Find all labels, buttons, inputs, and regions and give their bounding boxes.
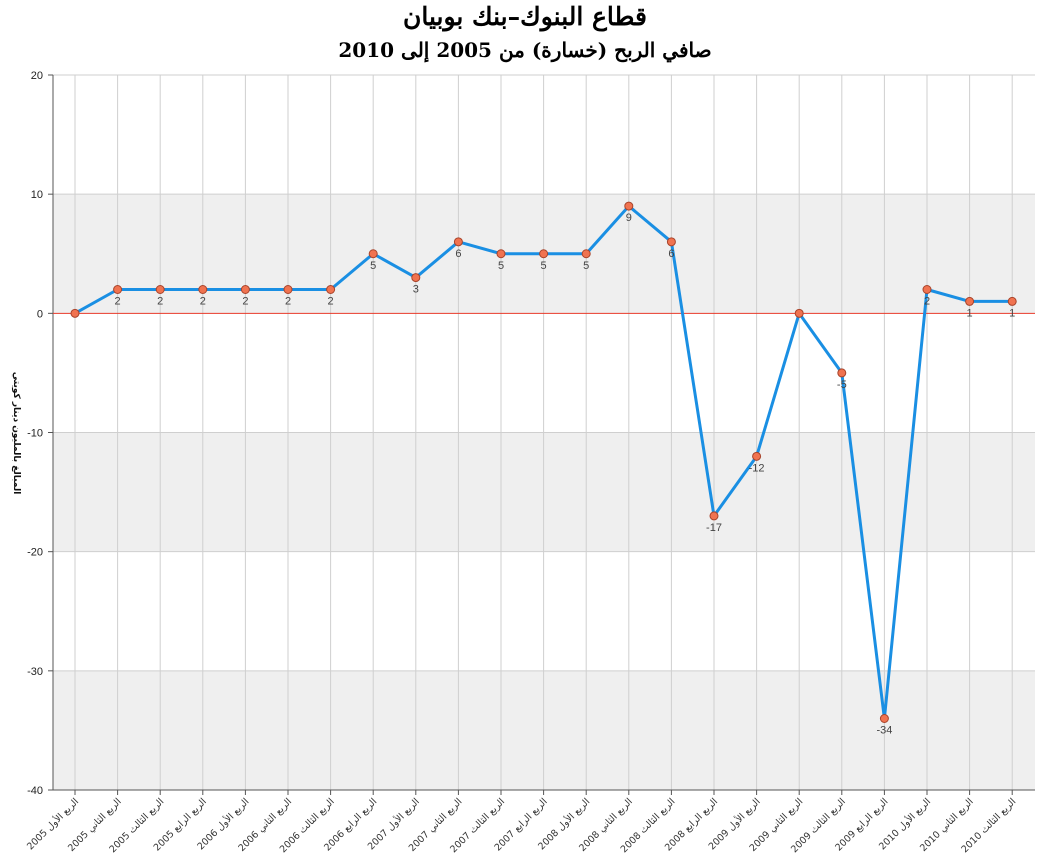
y-axis-label: المبالغ بالمليون دينار كويتي bbox=[11, 372, 21, 495]
data-label: 2 bbox=[285, 296, 291, 308]
data-label: 6 bbox=[668, 248, 674, 260]
data-label: 5 bbox=[583, 260, 589, 272]
data-point bbox=[965, 296, 975, 306]
data-label: -34 bbox=[876, 725, 892, 737]
data-point bbox=[113, 285, 123, 294]
data-point bbox=[624, 201, 634, 211]
data-label: -17 bbox=[706, 522, 722, 534]
data-point bbox=[837, 368, 847, 378]
data-label: 2 bbox=[242, 296, 248, 308]
data-point bbox=[581, 249, 591, 259]
data-markers bbox=[70, 201, 1017, 723]
data-label: 2 bbox=[200, 296, 206, 308]
data-label: 2 bbox=[157, 296, 163, 308]
y-tick-label: -20 bbox=[27, 547, 43, 559]
data-point bbox=[1007, 296, 1017, 306]
data-point bbox=[709, 511, 719, 521]
data-label: 2 bbox=[924, 296, 930, 308]
data-label: 9 bbox=[626, 212, 632, 224]
data-point bbox=[198, 285, 208, 294]
data-label: 1 bbox=[1009, 307, 1015, 319]
data-label: 2 bbox=[115, 296, 121, 308]
data-label: -12 bbox=[749, 462, 765, 474]
data-point bbox=[453, 237, 463, 247]
data-point bbox=[794, 308, 804, 318]
data-label: -5 bbox=[837, 379, 847, 391]
y-tick-label: 10 bbox=[31, 189, 43, 201]
y-tick-labels: 20 10 0 -10 -20 -30 -40 bbox=[27, 70, 43, 797]
data-label: 5 bbox=[541, 260, 547, 272]
data-point bbox=[155, 285, 165, 294]
y-tick-label: -10 bbox=[27, 428, 43, 440]
data-point bbox=[70, 308, 80, 318]
data-label: 3 bbox=[413, 284, 419, 296]
data-label: 1 bbox=[967, 307, 973, 319]
chart-title: قطاع البنوك–بنك بوبيان bbox=[403, 2, 647, 31]
data-point bbox=[240, 285, 250, 294]
data-label: 5 bbox=[370, 260, 376, 272]
data-label: 6 bbox=[455, 248, 461, 260]
data-point bbox=[879, 714, 889, 723]
data-point bbox=[666, 237, 676, 247]
data-point bbox=[539, 249, 549, 259]
data-point bbox=[368, 249, 378, 259]
y-tick-label: 0 bbox=[37, 308, 43, 320]
y-tick-label: -40 bbox=[27, 785, 43, 797]
data-point bbox=[922, 285, 932, 294]
data-label: 5 bbox=[498, 260, 504, 272]
y-tick-label: 20 bbox=[31, 70, 43, 82]
data-point bbox=[283, 285, 293, 294]
data-point bbox=[752, 451, 762, 461]
data-point bbox=[496, 249, 506, 259]
data-point bbox=[326, 285, 336, 294]
axes bbox=[48, 74, 1035, 795]
data-label: 2 bbox=[328, 296, 334, 308]
data-point bbox=[411, 273, 421, 283]
y-tick-label: -30 bbox=[27, 666, 43, 678]
grid-lines bbox=[53, 74, 1035, 791]
chart-subtitle: صافي الربح (خسارة) من 2005 إلى 2010 bbox=[338, 38, 712, 62]
data-labels: 2 2 2 2 2 2 5 3 6 5 5 5 9 6 -17 -12 -5 -34 2 1 1 bbox=[115, 212, 1016, 736]
